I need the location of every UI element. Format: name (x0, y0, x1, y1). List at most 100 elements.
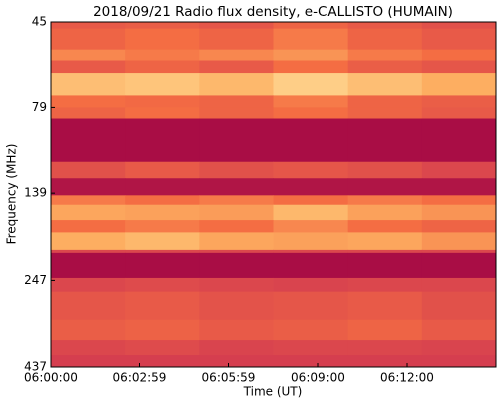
heatmap-cell (347, 204, 423, 221)
x-tick-label: 06:02:59 (113, 371, 167, 385)
x-tick-label: 06:00:00 (24, 371, 78, 385)
heatmap-cell (421, 49, 497, 62)
heatmap-cell (51, 118, 126, 163)
heatmap-cell (199, 161, 274, 179)
heatmap-cell (125, 355, 200, 368)
heatmap-cell (273, 204, 349, 221)
heatmap-cell (51, 28, 126, 51)
y-tick-label: 79 (32, 100, 47, 114)
heatmap-cell (199, 220, 274, 233)
heatmap-cell (273, 95, 349, 108)
heatmap-cell (51, 73, 126, 96)
heatmap-cell (273, 277, 349, 293)
heatmap-cell (421, 277, 497, 293)
heatmap-cell (273, 73, 349, 96)
heatmap-cell (347, 107, 423, 120)
heatmap-cell (421, 95, 497, 108)
heatmap-cell (51, 49, 126, 62)
heatmap-cell (51, 252, 126, 279)
heatmap-cell (199, 195, 274, 206)
heatmap-cell (125, 195, 200, 206)
heatmap-cell (51, 319, 126, 341)
heatmap-cell (51, 277, 126, 293)
heatmap-cell (421, 73, 497, 96)
heatmap-cell (199, 252, 274, 279)
heatmap-cell (273, 22, 349, 30)
heatmap-cell (51, 291, 126, 321)
heatmap-cell (51, 220, 126, 233)
heatmap-cell (51, 95, 126, 108)
chart-title: 2018/09/21 Radio flux density, e-CALLIST… (93, 4, 453, 20)
heatmap-cell (125, 178, 200, 196)
plot-frame (50, 21, 497, 368)
heatmap-cell (125, 249, 200, 254)
heatmap-cell (273, 178, 349, 196)
heatmap-cell (421, 22, 497, 30)
heatmap-cell (421, 195, 497, 206)
heatmap-cell (125, 319, 200, 341)
heatmap-cell (125, 220, 200, 233)
heatmap-cell (421, 118, 497, 163)
x-tick-label: 06:09:00 (291, 371, 345, 385)
heatmap-cell (199, 49, 274, 62)
heatmap-cell (273, 220, 349, 233)
heatmap-cell (273, 161, 349, 179)
heatmap-cell (273, 60, 349, 74)
heatmap-cell (347, 355, 423, 368)
heatmap-cell (51, 355, 126, 368)
heatmap-cell (51, 60, 126, 74)
heatmap-cell (421, 220, 497, 233)
heatmap-cell (421, 60, 497, 74)
heatmap-cell (273, 232, 349, 251)
heatmap-cell (421, 252, 497, 279)
heatmap-cell (199, 118, 274, 163)
heatmap-cell (125, 340, 200, 356)
heatmap-cell (199, 178, 274, 196)
heatmap-cell (273, 340, 349, 356)
heatmap-cell (125, 73, 200, 96)
heatmap-cell (51, 178, 126, 196)
heatmap-cell (199, 204, 274, 221)
heatmap-cell (51, 340, 126, 356)
heatmap-cell (125, 204, 200, 221)
heatmap-cell (125, 49, 200, 62)
heatmap-cell (51, 195, 126, 206)
heatmap-cell (347, 60, 423, 74)
y-tick-label: 45 (32, 15, 47, 29)
heatmap-cell (347, 291, 423, 321)
heatmap-cell (51, 107, 126, 120)
heatmap-cell (273, 252, 349, 279)
heatmap-cell (125, 161, 200, 179)
heatmap-cell (51, 204, 126, 221)
heatmap-cell (347, 22, 423, 30)
heatmap-cell (273, 28, 349, 51)
heatmap-cell (51, 22, 126, 30)
heatmap-cell (347, 195, 423, 206)
heatmap-cell (347, 220, 423, 233)
heatmap-cell (125, 277, 200, 293)
heatmap-cell (199, 319, 274, 341)
heatmap-cell (199, 107, 274, 120)
heatmap-cell (347, 249, 423, 254)
x-tick-label: 06:05:59 (202, 371, 256, 385)
heatmap-cell (347, 232, 423, 251)
heatmap-cell (273, 195, 349, 206)
heatmap-cell (125, 291, 200, 321)
x-tick-label: 06:12:00 (380, 371, 434, 385)
heatmap-cell (273, 355, 349, 368)
heatmap-cell (199, 28, 274, 51)
heatmap-cell (199, 22, 274, 30)
heatmap-cell (347, 161, 423, 179)
heatmap-cell (199, 60, 274, 74)
heatmap-cell (347, 118, 423, 163)
heatmap-cell (125, 232, 200, 251)
heatmap-cell (199, 355, 274, 368)
heatmap-cell (421, 28, 497, 51)
heatmap-cell (199, 291, 274, 321)
x-axis-label: Time (UT) (243, 385, 303, 399)
heatmap-cell (273, 49, 349, 62)
heatmap-cell (199, 340, 274, 356)
heatmap-cell (421, 340, 497, 356)
heatmap-cell (125, 95, 200, 108)
heatmap-cell (273, 319, 349, 341)
